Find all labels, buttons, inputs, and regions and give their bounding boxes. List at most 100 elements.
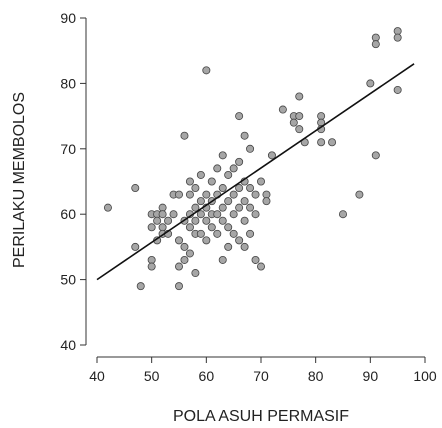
data-point (169, 210, 178, 219)
data-point (185, 223, 194, 232)
trend-line (96, 63, 415, 281)
x-ticks: 40 50 60 70 80 90 100 (89, 357, 437, 384)
data-point (328, 138, 337, 147)
data-point (393, 27, 402, 36)
data-points (103, 27, 402, 291)
data-point (289, 118, 298, 127)
y-tick-label: 60 (60, 206, 76, 222)
data-point (213, 210, 222, 219)
data-point (191, 269, 200, 278)
data-point (174, 236, 183, 245)
data-point (224, 197, 233, 206)
data-point (218, 151, 227, 160)
data-point (229, 190, 238, 199)
x-axis: 40 50 60 70 80 90 100 (89, 356, 437, 384)
data-point (338, 210, 347, 219)
data-point (213, 229, 222, 238)
data-point (317, 138, 326, 147)
data-point (147, 255, 156, 264)
data-point (256, 177, 265, 186)
y-axis: 40 50 60 70 80 90 (60, 10, 87, 353)
data-point (371, 33, 380, 42)
data-point (202, 216, 211, 225)
data-point (235, 236, 244, 245)
data-point (174, 282, 183, 291)
y-tick-label: 70 (60, 141, 76, 157)
data-point (158, 223, 167, 232)
data-point (196, 210, 205, 219)
data-point (224, 242, 233, 251)
data-point (246, 203, 255, 212)
data-point (240, 242, 249, 251)
x-tick-label: 90 (363, 368, 379, 384)
data-point (196, 170, 205, 179)
data-point (218, 216, 227, 225)
data-point (393, 33, 402, 42)
data-point (251, 255, 260, 264)
y-tick-label: 40 (60, 337, 76, 353)
data-point (393, 85, 402, 94)
x-tick-label: 40 (89, 368, 105, 384)
y-axis-title: PERILAKU MEMBOLOS (11, 92, 28, 268)
data-point (246, 229, 255, 238)
data-point (174, 190, 183, 199)
data-point (191, 216, 200, 225)
y-ticks: 40 50 60 70 80 90 (60, 10, 86, 353)
data-point (224, 223, 233, 232)
data-point (103, 203, 112, 212)
data-point (207, 177, 216, 186)
data-point (180, 242, 189, 251)
data-point (235, 112, 244, 121)
data-point (235, 157, 244, 166)
data-point (246, 144, 255, 153)
data-point (224, 170, 233, 179)
data-point (202, 66, 211, 75)
data-point (278, 105, 287, 114)
data-point (262, 197, 271, 206)
data-point (213, 164, 222, 173)
data-point (136, 282, 145, 291)
data-point (295, 92, 304, 101)
data-point (131, 184, 140, 193)
data-point (229, 210, 238, 219)
data-point (251, 190, 260, 199)
data-point (235, 184, 244, 193)
data-point (218, 255, 227, 264)
x-tick-label: 80 (308, 368, 324, 384)
data-point (147, 223, 156, 232)
data-point (262, 190, 271, 199)
data-point (131, 242, 140, 251)
data-point (240, 197, 249, 206)
data-point (180, 255, 189, 264)
x-axis-title: POLA ASUH PERMASIF (173, 408, 349, 425)
data-point (174, 262, 183, 271)
data-point (158, 203, 167, 212)
data-point (191, 203, 200, 212)
data-point (218, 184, 227, 193)
data-point (366, 79, 375, 88)
data-point (267, 151, 276, 160)
data-point (355, 190, 364, 199)
x-tick-label: 100 (413, 368, 437, 384)
data-point (295, 125, 304, 134)
data-point (147, 262, 156, 271)
data-point (371, 151, 380, 160)
x-tick-label: 50 (144, 368, 160, 384)
data-point (251, 210, 260, 219)
data-point (158, 210, 167, 219)
data-point (153, 216, 162, 225)
y-tick-label: 80 (60, 75, 76, 91)
data-point (240, 131, 249, 140)
data-point (202, 236, 211, 245)
x-tick-label: 70 (253, 368, 269, 384)
data-point (164, 216, 173, 225)
data-point (371, 40, 380, 49)
data-point (240, 216, 249, 225)
data-point (180, 131, 189, 140)
data-point (185, 177, 194, 186)
x-tick-label: 60 (199, 368, 215, 384)
data-point (256, 262, 265, 271)
data-point (295, 112, 304, 121)
data-point (218, 203, 227, 212)
